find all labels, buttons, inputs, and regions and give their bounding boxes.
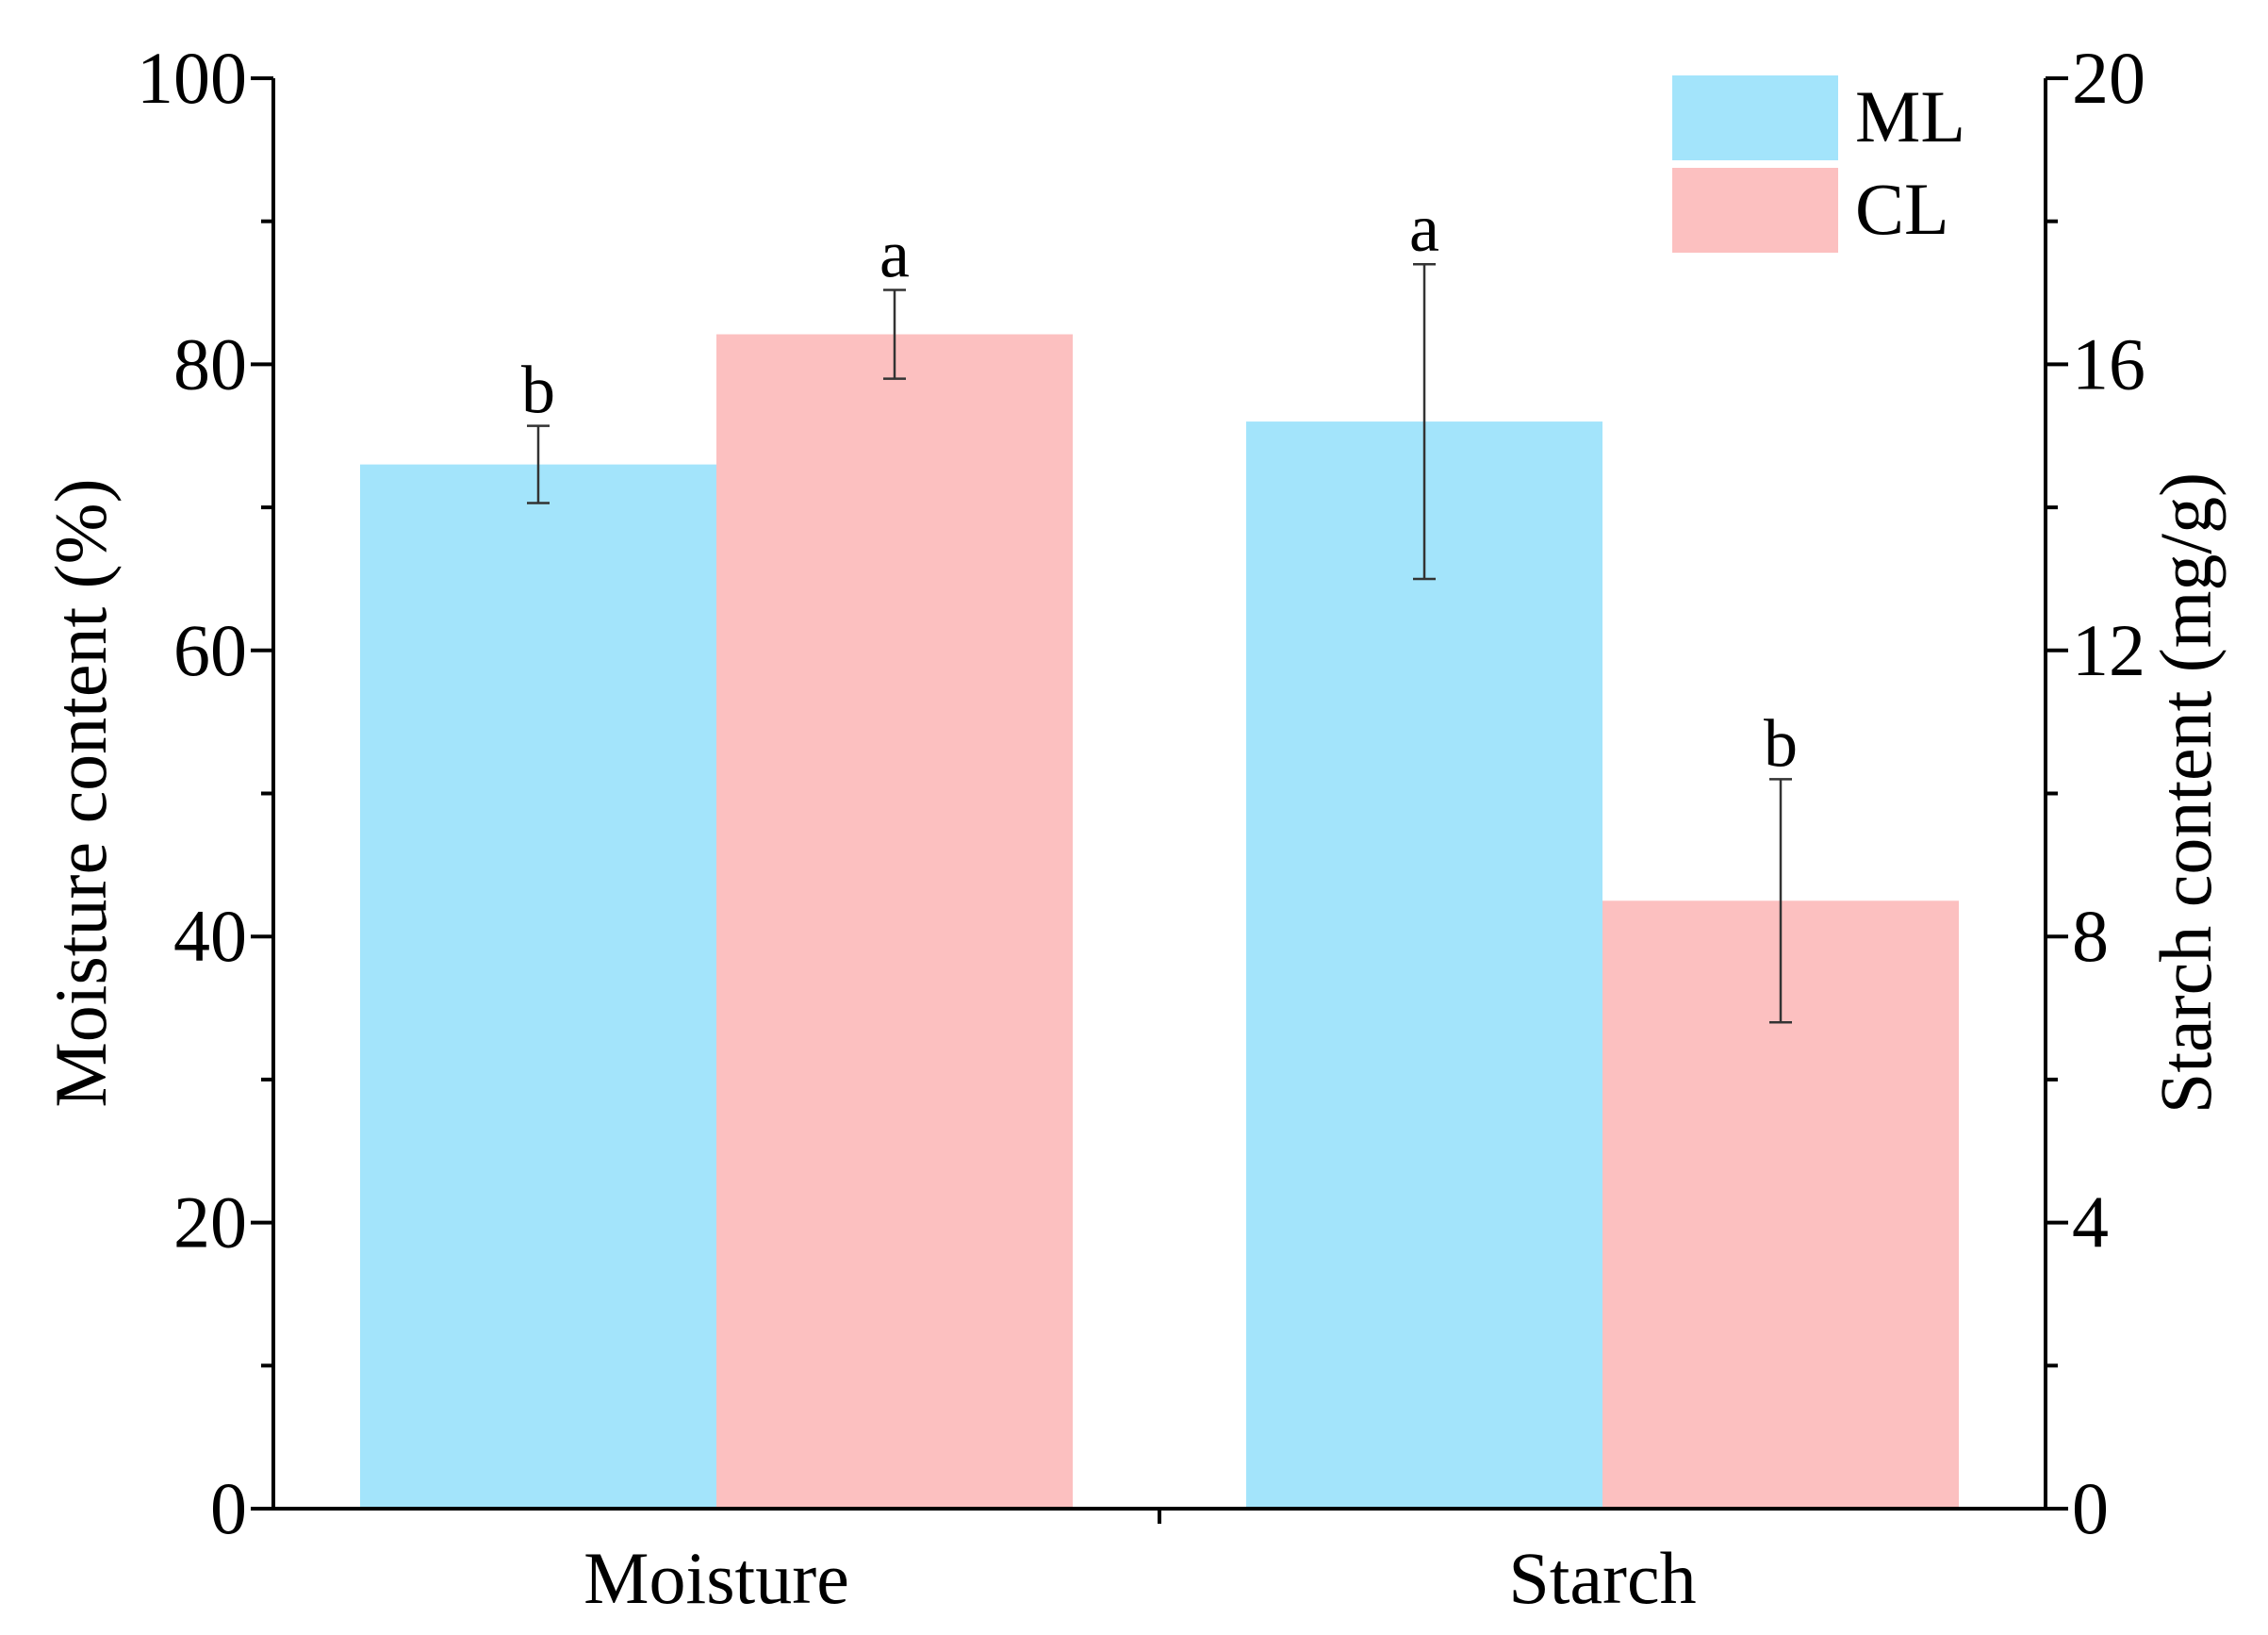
significance-label: b xyxy=(1764,705,1798,781)
left-axis-title: Moisture content (%) xyxy=(40,478,122,1107)
legend: ML CL xyxy=(1672,75,1965,253)
right-tick-label: 16 xyxy=(2072,322,2145,405)
legend-swatch-cl xyxy=(1672,168,1838,253)
error-bars-layer xyxy=(527,262,1792,1024)
significance-label: a xyxy=(1409,190,1439,266)
left-tick-label: 40 xyxy=(173,895,247,977)
legend-label-ml: ML xyxy=(1855,75,1965,157)
left-tick-label: 20 xyxy=(173,1181,247,1263)
x-axis-ticks: Moisture Starch xyxy=(583,1509,1697,1619)
legend-swatch-ml xyxy=(1672,75,1838,160)
right-axis-title: Starch content (mg/g) xyxy=(2145,472,2227,1114)
right-tick-label: 12 xyxy=(2072,609,2145,691)
left-tick-label: 0 xyxy=(210,1467,247,1549)
bar-ml xyxy=(360,464,716,1510)
significance-label: b xyxy=(521,353,555,428)
bars-layer xyxy=(360,334,1959,1510)
right-tick-label: 4 xyxy=(2072,1181,2109,1263)
right-tick-label: 0 xyxy=(2072,1467,2109,1549)
left-tick-label: 60 xyxy=(173,609,247,691)
left-axis-ticks: 0 20 40 60 80 100 xyxy=(137,37,273,1549)
right-tick-label: 20 xyxy=(2072,37,2145,119)
significance-labels-layer: b a a b xyxy=(521,190,1798,781)
bar-cl xyxy=(716,334,1073,1510)
legend-label-cl: CL xyxy=(1855,168,1949,250)
left-tick-label: 100 xyxy=(137,37,247,119)
left-tick-label: 80 xyxy=(173,322,247,405)
significance-label: a xyxy=(879,217,910,292)
right-axis-ticks: 0 4 8 12 16 20 xyxy=(2046,37,2145,1549)
x-category-label: Moisture xyxy=(583,1537,849,1619)
right-tick-label: 8 xyxy=(2072,895,2109,977)
x-category-label: Starch xyxy=(1508,1537,1696,1619)
bar-ml xyxy=(1246,421,1602,1510)
